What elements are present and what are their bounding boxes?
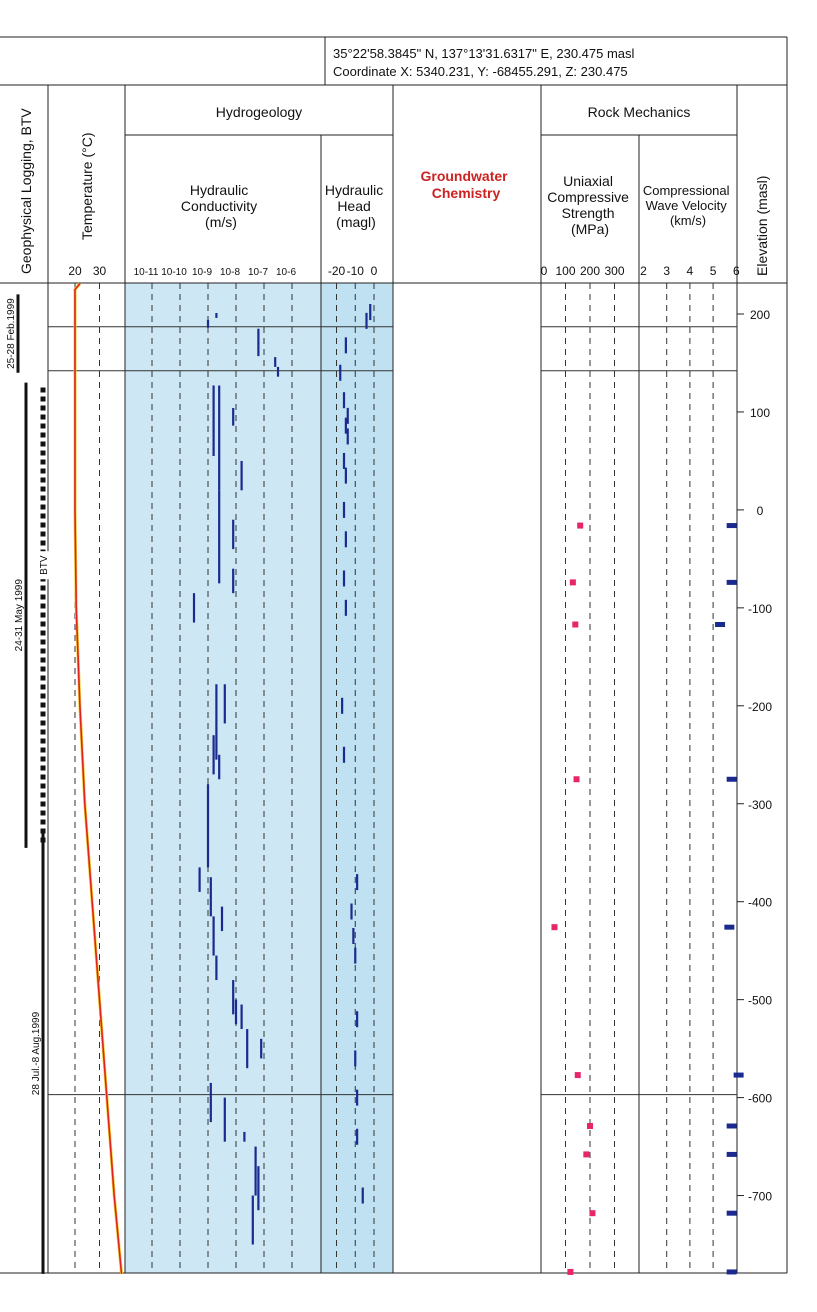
head-tick-label: 0 [371,264,378,278]
velocity-tick-label: 3 [663,264,670,278]
conductivity-tick-label: 10-11 [134,267,159,278]
velocity-point [726,1151,737,1157]
col-title-ucs: Uniaxial Compressive Strength (MPa) [547,173,633,237]
velocity-point [715,622,726,628]
hydrogeology-bg-head [321,283,393,1273]
logging-period-label: 25-28 Feb.1999 [6,298,17,369]
velocity-point [733,1072,744,1078]
ucs-point [573,776,580,783]
elevation-tick-label: -700 [748,1190,772,1204]
conductivity-tick-label: 10-8 [220,267,240,278]
col-title-elevation: Elevation (masl) [754,176,770,276]
ucs-point [577,522,584,529]
col-title-hydraulic-head: Hydraulic Head (magl) [325,182,387,230]
elevation-tick-label: -400 [748,896,772,910]
col-title-wave-velocity: Compressional Wave Velocity (km/s) [643,183,733,228]
conductivity-tick-label: 10-9 [192,267,212,278]
temperature-tick-label: 30 [93,264,107,278]
btv-label: BTV [39,555,50,575]
location-line: 35°22'58.3845" N, 137°13'31.6317" E, 230… [333,46,635,61]
ucs-point [572,621,579,628]
temperature-tick-label: 20 [68,264,82,278]
elevation-tick-label: 200 [750,308,770,322]
ucs-point [589,1210,596,1217]
velocity-point [724,924,735,930]
temperature-curve-halo [73,282,124,1275]
velocity-point [726,579,737,585]
ucs-point [551,924,558,931]
elevation-tick-label: -100 [748,602,772,616]
elevation-tick-label: -500 [748,994,772,1008]
coordinate-line: Coordinate X: 5340.231, Y: -68455.291, Z… [333,64,628,79]
logging-period-label: 24-31 May 1999 [14,579,25,652]
col-title-hydrogeology: Hydrogeology [216,104,302,120]
velocity-point [726,523,737,529]
velocity-tick-label: 2 [640,264,647,278]
ucs-tick-label: 0 [541,264,548,278]
elevation-tick-label: -300 [748,798,772,812]
col-title-rock-mechanics: Rock Mechanics [588,104,691,120]
head-tick-label: -10 [347,264,365,278]
ucs-tick-label: 100 [555,264,575,278]
velocity-tick-label: 6 [733,264,740,278]
velocity-point [726,1269,737,1275]
ucs-point [574,1072,581,1079]
ucs-tick-label: 200 [580,264,600,278]
logging-period-label: 28 Jul.-8 Aug.1999 [31,1011,42,1095]
temperature-curve [74,283,123,1274]
elevation-tick-label: -600 [748,1092,772,1106]
velocity-tick-label: 5 [710,264,717,278]
velocity-point [726,1123,737,1129]
col-title-geophysical: Geophysical Logging, BTV [18,108,34,274]
velocity-point [726,776,737,782]
ucs-point [567,1268,574,1275]
elevation-tick-label: -200 [748,700,772,714]
col-title-hydraulic-conductivity: Hydraulic Conductivity (m/s) [181,182,261,230]
btv-label-bg [36,551,50,580]
conductivity-tick-label: 10-10 [161,267,187,278]
ucs-point [569,579,576,586]
velocity-tick-label: 4 [687,264,694,278]
head-tick-label: -20 [328,264,346,278]
hydrogeology-bg-conductivity [125,283,321,1273]
ucs-point [583,1151,590,1158]
velocity-point [726,1210,737,1216]
ucs-tick-label: 300 [604,264,624,278]
elevation-tick-label: 100 [750,406,770,420]
ucs-point [587,1123,593,1130]
conductivity-tick-label: 10-6 [276,267,296,278]
col-title-temperature: Temperature (°C) [79,132,95,240]
col-title-groundwater-chemistry: Groundwater Chemistry [420,168,511,201]
conductivity-tick-label: 10-7 [248,267,268,278]
elevation-tick-label: 0 [757,504,764,518]
